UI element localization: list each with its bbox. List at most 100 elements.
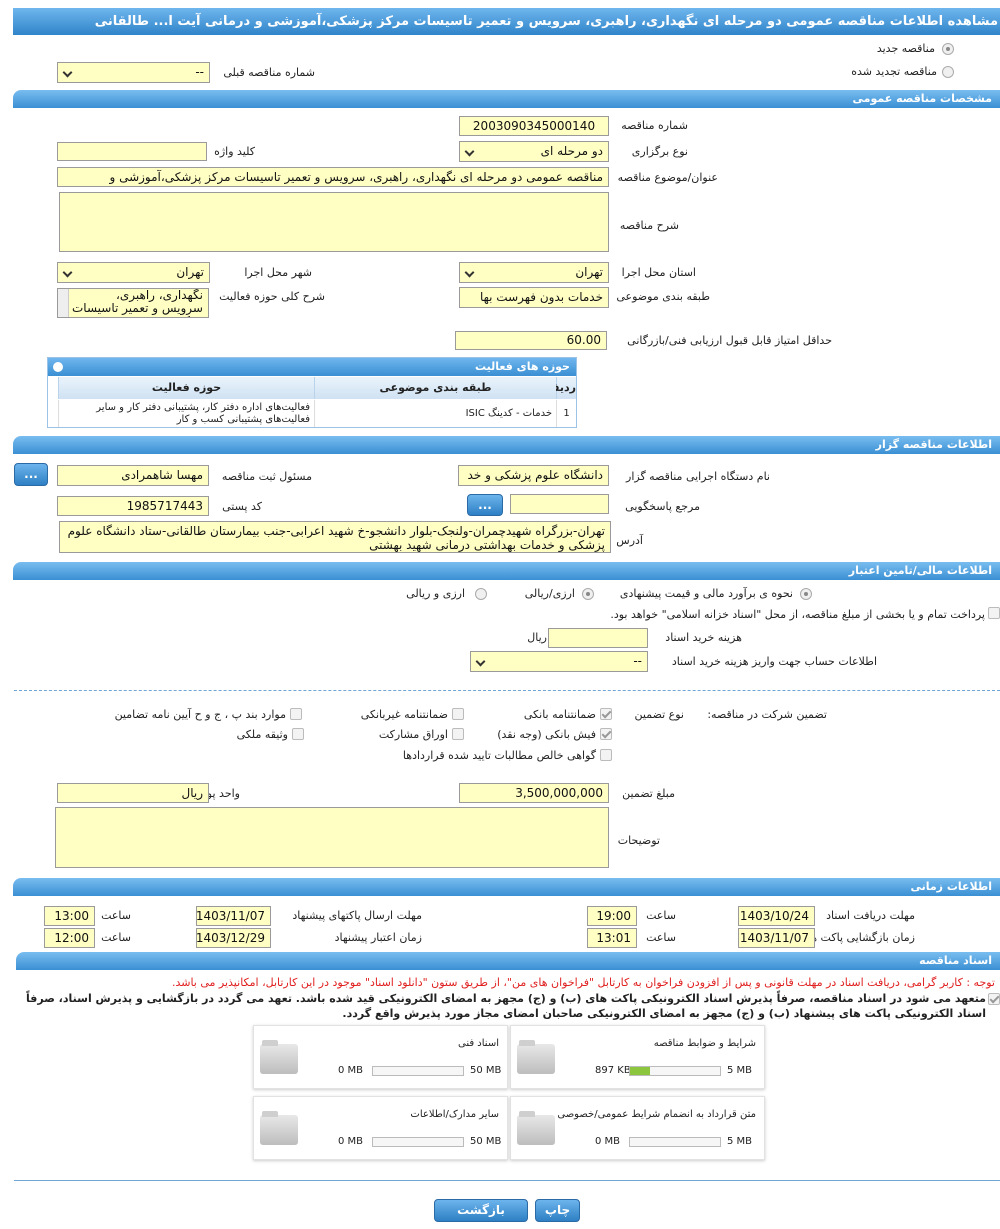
text-area[interactable]	[55, 807, 609, 868]
button[interactable]: ...	[467, 494, 503, 516]
section-header: مشخصات مناقصه عمومی	[13, 90, 1000, 108]
text-input[interactable]: 1403/11/07	[738, 928, 815, 948]
checkbox[interactable]	[452, 728, 464, 740]
button[interactable]: ...	[14, 463, 48, 486]
folder-icon	[517, 1115, 555, 1145]
file-panel[interactable]: سایر مدارک/اطلاعات 0 MB 50 MB	[253, 1096, 508, 1160]
folder-tab	[519, 1111, 535, 1117]
text-input[interactable]: 19:00	[587, 906, 637, 926]
checkbox[interactable]	[600, 708, 612, 720]
text-input[interactable]: نگهداری، راهبری، سرویس و تعمیر تاسیسات م…	[57, 288, 209, 318]
checkbox[interactable]	[292, 728, 304, 740]
label: مهلت دریافت اسناد	[826, 909, 915, 922]
label: فیش بانکی (وجه نقد)	[497, 728, 596, 741]
label: مسئول ثبت مناقصه	[221, 470, 312, 483]
file-used: 0 MB	[338, 1065, 364, 1076]
radio-button[interactable]	[582, 588, 594, 600]
column-header: ردیف	[547, 377, 576, 399]
checkbox[interactable]	[290, 708, 302, 720]
text-input[interactable]: 12:00	[44, 928, 95, 948]
select-box[interactable]: تهران	[459, 262, 609, 283]
text-input[interactable]: 1403/12/29	[196, 928, 271, 948]
label: ضمانتنامه بانکی	[523, 708, 596, 721]
label: ساعت	[101, 931, 131, 944]
text-input[interactable]: دانشگاه علوم پزشکی و خد	[458, 465, 609, 486]
select-box[interactable]: دو مرحله ای	[459, 141, 609, 162]
collapse-icon[interactable]	[53, 362, 63, 372]
label: وثیقه ملکی	[236, 728, 288, 741]
file-max: 5 MB	[727, 1065, 753, 1076]
file-panel[interactable]: اسناد فنی 0 MB 50 MB	[253, 1025, 508, 1089]
file-used: 897 KB	[595, 1065, 631, 1076]
text-input[interactable]: مناقصه عمومی دو مرحله ای نگهداری، راهبری…	[57, 167, 609, 187]
scrollbar	[58, 289, 69, 317]
label: هزینه خرید اسناد	[665, 631, 742, 644]
column-header: طبقه بندی موضوعی	[314, 377, 556, 399]
text-input[interactable]	[57, 142, 207, 161]
text-input[interactable]: 2003090345000140	[459, 116, 609, 136]
check-mark	[601, 708, 612, 719]
label: شماره مناقصه	[621, 119, 688, 132]
label: مناقصه تجدید شده	[851, 65, 937, 78]
text-input[interactable]: 1985717443	[57, 496, 209, 516]
progress-fill	[630, 1067, 650, 1075]
label: مرجع پاسخگویی	[625, 500, 700, 513]
checkbox[interactable]	[988, 607, 1000, 619]
text-input[interactable]: مهسا شاهمرادی	[57, 465, 209, 486]
dropdown-arrow	[62, 67, 73, 77]
file-panel[interactable]: متن قرارداد به انضمام شرایط عمومی/خصوصی 0…	[510, 1096, 765, 1160]
text-input[interactable]	[548, 628, 648, 648]
label: نحوه ی برآورد مالی و قیمت پیشنهادی	[619, 587, 793, 600]
checkbox[interactable]	[452, 708, 464, 720]
radio-button[interactable]	[800, 588, 812, 600]
dropdown-arrow	[464, 267, 475, 277]
button[interactable]: بازگشت	[434, 1199, 528, 1222]
text-area[interactable]: تهران-بزرگراه شهیدچمران-ولنجک-بلوار دانش…	[59, 521, 611, 553]
checkbox[interactable]	[600, 728, 612, 740]
label: ریال	[527, 631, 547, 644]
label: واحد پول	[198, 787, 240, 800]
label: شماره مناقصه قبلی	[223, 66, 315, 79]
folder-icon	[260, 1044, 298, 1074]
checkbox[interactable]	[988, 993, 1000, 1005]
progress-bar	[629, 1137, 721, 1147]
file-max: 50 MB	[470, 1136, 502, 1147]
label: پرداخت تمام و یا بخشی از مبلغ مناقصه، از…	[610, 608, 985, 621]
check-mark	[601, 728, 612, 739]
table-title: حوزه های فعالیت	[48, 358, 576, 376]
label: شهر محل اجرا	[244, 266, 312, 279]
checkbox[interactable]	[600, 749, 612, 761]
file-title: اسناد فنی	[458, 1038, 499, 1049]
text-input[interactable]: 1403/11/07	[196, 906, 271, 926]
text-input[interactable]: 60.00	[455, 331, 607, 350]
table-cell: فعالیت‌های اداره دفتر کار، پشتیبانی دفتر…	[58, 400, 314, 427]
radio-button[interactable]	[942, 66, 954, 78]
label: نام دستگاه اجرایی مناقصه گزار	[626, 470, 770, 483]
text-input[interactable]: ریال	[57, 783, 209, 803]
dropdown-arrow	[475, 656, 486, 666]
text-input[interactable]: 3,500,000,000	[459, 783, 609, 803]
separator	[14, 690, 1000, 691]
file-panel[interactable]: شرایط و ضوابط مناقصه 897 KB 5 MB	[510, 1025, 765, 1089]
dropdown-arrow	[464, 146, 475, 156]
text-input[interactable]: 1403/10/24	[738, 906, 815, 926]
select-box[interactable]: تهران	[57, 262, 210, 283]
button[interactable]: چاپ	[535, 1199, 580, 1222]
text-area[interactable]	[59, 192, 609, 252]
radio-button[interactable]	[475, 588, 487, 600]
radio-button[interactable]	[942, 43, 954, 55]
label: آدرس	[616, 534, 643, 547]
label: اطلاعات حساب جهت واریز هزینه خرید اسناد	[671, 655, 877, 668]
section-header: اطلاعات مناقصه گزار	[13, 436, 1000, 454]
label: عنوان/موضوع مناقصه	[617, 171, 718, 184]
text-input[interactable]	[510, 494, 609, 514]
text-input[interactable]: 13:00	[44, 906, 95, 926]
file-used: 0 MB	[595, 1136, 621, 1147]
label: زمان اعتبار پیشنهاد	[334, 931, 422, 944]
table-cell: خدمات - کدینگ ISIC	[314, 400, 556, 427]
text-input[interactable]: خدمات بدون فهرست بها	[459, 287, 609, 308]
select-box[interactable]: --	[57, 62, 210, 83]
select-box[interactable]: --	[470, 651, 648, 672]
text-input[interactable]: 13:01	[587, 928, 637, 948]
